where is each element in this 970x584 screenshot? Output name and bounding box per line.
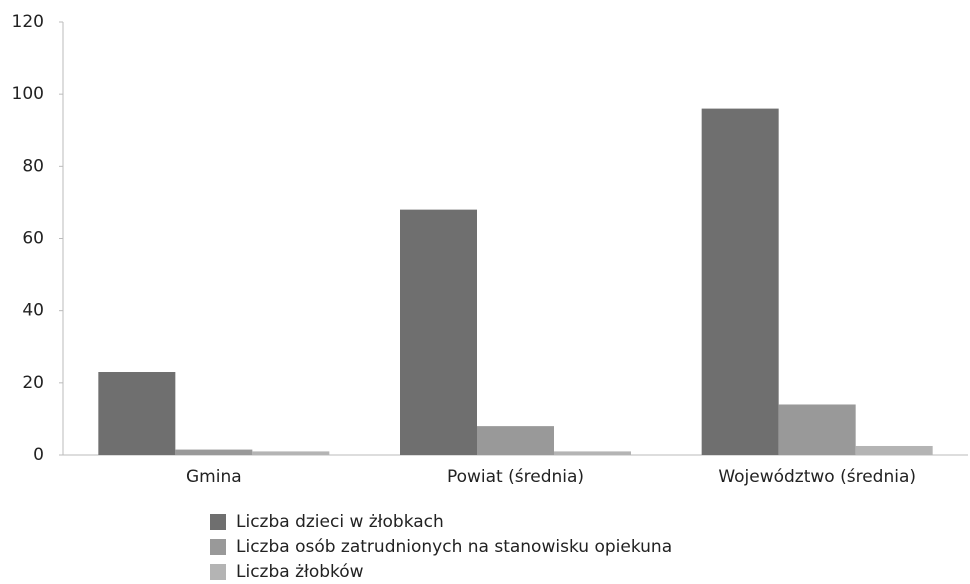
y-tick-label: 60 <box>22 229 44 249</box>
y-tick-label: 120 <box>12 12 44 32</box>
y-tick-label: 20 <box>22 373 44 393</box>
x-tick-label: Powiat (średnia) <box>447 467 584 487</box>
x-tick-label: Gmina <box>186 467 242 487</box>
bar <box>554 451 631 455</box>
bar <box>855 445 933 455</box>
bar <box>252 451 330 455</box>
y-tick-label: 100 <box>12 84 44 104</box>
x-tick-label: Województwo (średnia) <box>718 467 916 487</box>
legend-label: Liczba dzieci w żłobkach <box>236 512 444 532</box>
bar <box>477 426 554 455</box>
legend-swatch <box>210 514 226 530</box>
legend-swatch <box>210 564 226 580</box>
legend-label: Liczba osób zatrudnionych na stanowisku … <box>236 537 672 557</box>
bar <box>98 372 176 455</box>
y-tick-label: 0 <box>33 445 44 465</box>
y-tick-label: 80 <box>22 156 44 176</box>
bar <box>175 449 253 455</box>
bar <box>778 404 856 455</box>
bar <box>701 108 779 455</box>
y-tick-label: 40 <box>22 301 44 321</box>
bar <box>400 209 477 455</box>
legend-label: Liczba żłobków <box>236 562 364 582</box>
legend-swatch <box>210 539 226 555</box>
